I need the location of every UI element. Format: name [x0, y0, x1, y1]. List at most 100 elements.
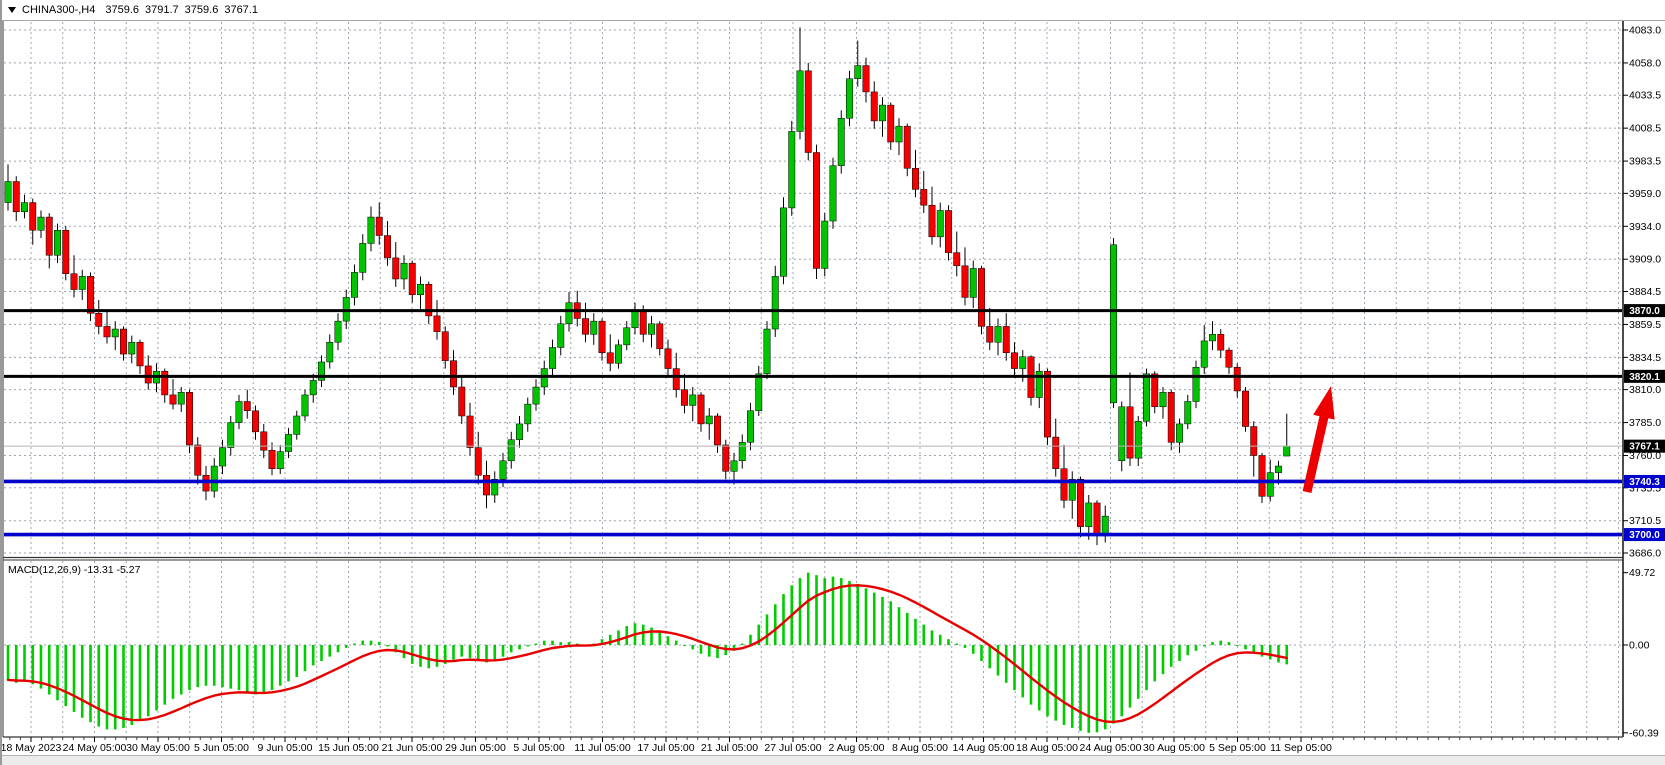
candle-body: [227, 422, 235, 448]
candle-body: [639, 310, 647, 335]
macd-histogram-bar: [1062, 645, 1066, 726]
candle-body: [499, 460, 507, 480]
quote-open: 3759.6: [105, 4, 140, 16]
macd-histogram-bar: [1227, 642, 1231, 645]
macd-histogram-bar: [815, 575, 818, 645]
overlay-layer: [4, 309, 1622, 537]
candle-body: [1167, 392, 1175, 443]
macd-histogram-bar: [691, 645, 695, 650]
date-label: 21 Jun 05:00: [382, 742, 443, 754]
macd-histogram-bar: [452, 645, 455, 660]
macd-histogram-bar: [798, 578, 802, 645]
macd-histogram-bar: [773, 604, 777, 645]
hline-price-label-box: [1624, 528, 1665, 542]
date-label: 24 Aug 05:00: [1080, 742, 1142, 754]
candle-body: [417, 284, 424, 296]
candle-body: [887, 104, 895, 143]
macd-histogram-bar: [105, 645, 109, 730]
macd-histogram-bar: [542, 640, 546, 645]
macd-histogram-bar: [89, 645, 92, 723]
candle-body: [664, 348, 672, 369]
macd-histogram-bar: [699, 645, 703, 654]
price-tick-label: 3983.5: [1629, 156, 1661, 168]
macd-histogram-bar: [963, 645, 967, 648]
macd-histogram-bar: [732, 645, 736, 651]
macd-histogram-bar: [1252, 645, 1256, 654]
macd-histogram-bar: [1194, 645, 1198, 651]
macd-histogram-bar: [336, 645, 340, 653]
macd-tick-label: -60.39: [1629, 727, 1659, 739]
macd-histogram-bar: [707, 645, 711, 657]
candle-body: [21, 202, 28, 213]
candle-body: [994, 326, 1002, 343]
price-tick-label: 3884.5: [1629, 286, 1661, 298]
candle-body: [1233, 366, 1241, 392]
macd-layer: MACD(12,26,9) -13.31 -5.27: [6, 564, 1289, 733]
candle-body: [1126, 406, 1134, 459]
hline-price-label: 3820.1: [1629, 372, 1660, 383]
macd-histogram-bar: [740, 643, 744, 645]
date-label: 11 Sep 05:00: [1270, 742, 1332, 754]
macd-histogram-bar: [1153, 645, 1157, 682]
current-price-label-box: [1624, 439, 1665, 453]
candle-body: [862, 65, 870, 93]
macd-histogram-bar: [1235, 645, 1239, 646]
candle-body: [334, 320, 342, 343]
date-label: 2 Aug 05:00: [828, 742, 884, 754]
macd-histogram-bar: [526, 645, 530, 647]
candle-body: [1044, 370, 1051, 438]
symbol-dropdown-icon[interactable]: [8, 7, 16, 13]
macd-histogram-bar: [1202, 645, 1206, 647]
macd-histogram-bar: [980, 645, 983, 662]
candle-body: [1176, 423, 1183, 443]
candle-body: [45, 216, 53, 256]
macd-histogram-bar: [782, 594, 785, 645]
symbol-timeframe-label[interactable]: CHINA300-,H4: [22, 4, 96, 16]
candle-body: [491, 478, 499, 496]
macd-histogram-bar: [476, 645, 480, 662]
macd-signal-line: [6, 584, 1289, 724]
macd-histogram-bar: [625, 626, 629, 645]
candle-body: [656, 323, 664, 350]
candle-body: [1151, 373, 1159, 408]
macd-histogram-bar: [658, 631, 662, 645]
macd-histogram-bar: [1285, 645, 1289, 665]
hline-price-label-box: [1624, 369, 1665, 383]
candle-body: [359, 243, 367, 273]
macd-histogram-bar: [328, 645, 332, 657]
candle-body: [252, 410, 259, 433]
macd-histogram-bar: [23, 645, 26, 682]
macd-histogram-bar: [196, 645, 200, 688]
macd-histogram-bar: [1277, 645, 1280, 663]
candle-body: [672, 368, 680, 390]
macd-histogram-bar: [988, 645, 992, 669]
macd-histogram-bar: [344, 645, 348, 648]
date-label: 29 Jun 05:00: [445, 742, 506, 754]
window-left-edge: [0, 0, 2, 765]
macd-histogram-bar: [39, 645, 43, 689]
macd-histogram-bar: [889, 601, 893, 645]
candle-body: [120, 328, 127, 355]
candle-body: [837, 118, 845, 166]
macd-histogram-bar: [823, 578, 827, 645]
macd-histogram-bar: [831, 576, 835, 645]
macd-histogram-bar: [377, 642, 381, 645]
candle-body: [1118, 406, 1126, 462]
hline-price-label-box: [1624, 474, 1665, 488]
macd-histogram-bar: [872, 592, 876, 645]
candle-body: [1052, 436, 1060, 469]
candle-body: [606, 352, 614, 364]
hline-price-label: 3740.3: [1629, 477, 1660, 488]
macd-histogram-bar: [287, 645, 290, 682]
candle-body: [738, 442, 746, 462]
price-tick-label: 3760.0: [1629, 450, 1661, 462]
macd-histogram-bar: [303, 645, 307, 672]
candle-body: [516, 423, 523, 440]
macd-histogram-bar: [427, 645, 431, 669]
macd-histogram-bar: [386, 645, 389, 647]
macd-histogram-bar: [839, 578, 843, 645]
candle-body: [12, 181, 20, 213]
candle-body: [1011, 352, 1018, 369]
